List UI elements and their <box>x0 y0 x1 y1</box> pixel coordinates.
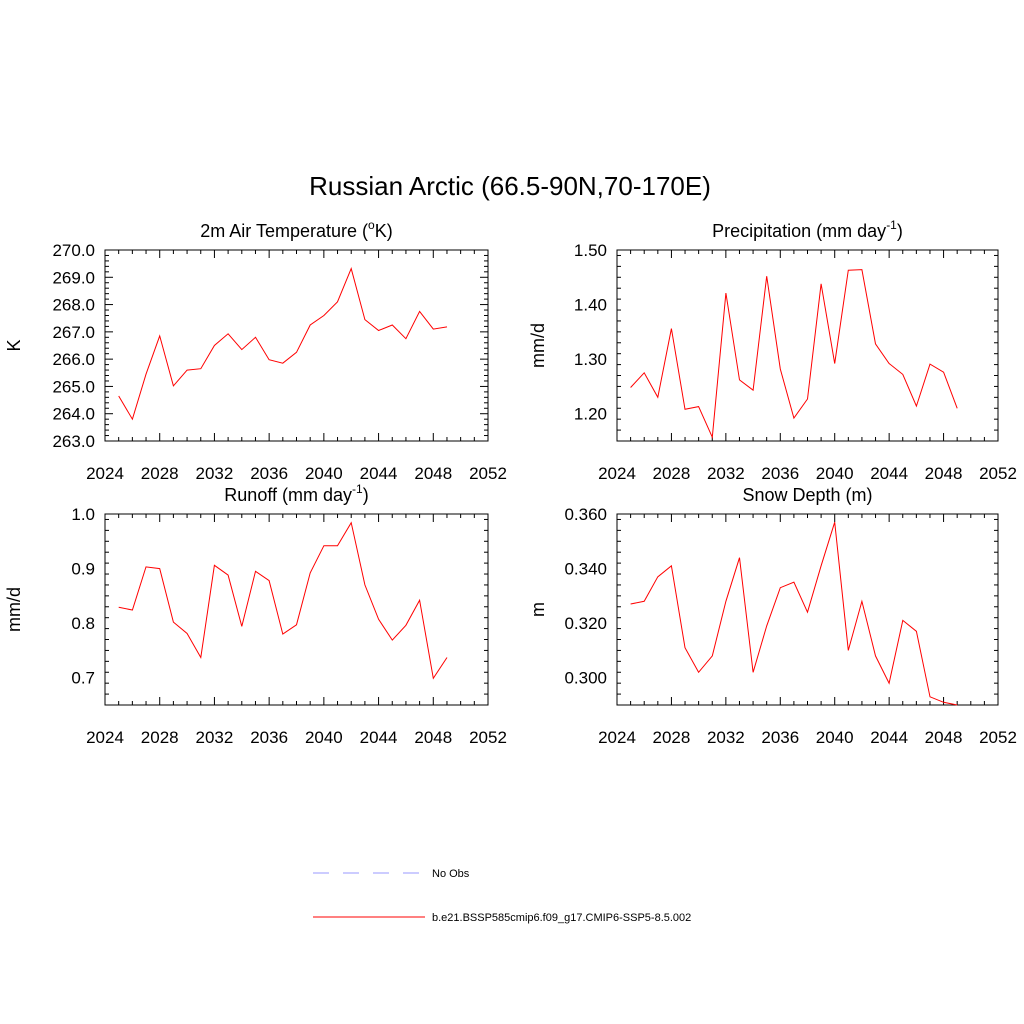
x-tick-label: 2044 <box>870 464 908 483</box>
x-tick-label: 2024 <box>86 464 124 483</box>
panel-air-temperature: 2024 2028 2032 2036 2040 2044 2048 2052 263.0 264… <box>4 218 507 483</box>
legend-entry-obs: No Obs <box>313 868 470 880</box>
x-tick-label: 2040 <box>305 464 343 483</box>
panel-precipitation: 2024 2028 2032 2036 2040 2044 2048 2052 1.20 1.30… <box>528 218 1017 483</box>
x-tick-label: 2032 <box>707 728 745 747</box>
y-tick-label: 1.50 <box>574 241 607 260</box>
x-tick-label: 2036 <box>250 728 288 747</box>
y-tick-label: 0.9 <box>71 560 95 579</box>
y-tick-label: 1.0 <box>71 505 95 524</box>
series-line <box>630 269 958 440</box>
x-tick-label: 2036 <box>250 464 288 483</box>
y-tick-label: 0.7 <box>71 669 95 688</box>
y-axis-label: K <box>4 339 24 351</box>
y-tick-label: 0.340 <box>564 560 607 579</box>
legend-label-model: b.e21.BSSP585cmip6.f09_g17.CMIP6-SSP5-8.… <box>432 912 691 924</box>
plot-frame <box>616 513 999 706</box>
x-tick-label: 2028 <box>653 728 691 747</box>
y-tick-label: 263.0 <box>52 432 95 451</box>
x-tick-label: 2040 <box>816 464 854 483</box>
y-tick-label: 1.40 <box>574 296 607 315</box>
x-tick-label: 2032 <box>707 464 745 483</box>
x-tick-label: 2052 <box>979 728 1017 747</box>
y-tick-label: 0.320 <box>564 614 607 633</box>
y-tick-label: 0.360 <box>564 505 607 524</box>
x-tick-label: 2040 <box>305 728 343 747</box>
plot-frame <box>104 513 489 706</box>
series-line <box>630 522 958 706</box>
y-tick-label: 269.0 <box>52 268 95 287</box>
x-tick-label: 2052 <box>979 464 1017 483</box>
panel-runoff: 2024 2028 2032 2036 2040 2044 2048 2052 0.7 0.8 0.… <box>4 482 507 747</box>
figure-title: Russian Arctic (66.5-90N,70-170E) <box>309 171 711 201</box>
x-tick-label: 2024 <box>86 728 124 747</box>
y-tick-label: 0.8 <box>71 614 95 633</box>
x-tick-label: 2032 <box>196 464 234 483</box>
x-tick-label: 2048 <box>925 728 963 747</box>
panel-title: 2m Air Temperature (oK) <box>200 218 392 241</box>
y-tick-label: 264.0 <box>52 405 95 424</box>
panel-title: Snow Depth (m) <box>742 485 872 505</box>
y-axis-label: m <box>528 602 548 617</box>
panels: 2024 2028 2032 2036 2040 2044 2048 2052 263.0 264… <box>4 218 1017 747</box>
panel-title: Runoff (mm day-1) <box>224 482 368 505</box>
x-tick-label: 2044 <box>360 728 398 747</box>
x-tick-label: 2044 <box>360 464 398 483</box>
x-tick-label: 2048 <box>414 728 452 747</box>
x-tick-label: 2052 <box>469 728 507 747</box>
x-tick-label: 2048 <box>925 464 963 483</box>
y-tick-label: 270.0 <box>52 241 95 260</box>
y-tick-label: 267.0 <box>52 323 95 342</box>
y-tick-label: 1.30 <box>574 350 607 369</box>
y-tick-label: 266.0 <box>52 350 95 369</box>
x-tick-label: 2028 <box>141 728 179 747</box>
y-tick-label: 265.0 <box>52 377 95 396</box>
series-line <box>118 521 448 680</box>
x-tick-label: 2040 <box>816 728 854 747</box>
x-tick-label: 2024 <box>598 464 636 483</box>
series-line <box>118 267 448 421</box>
legend: No Obs b.e21.BSSP585cmip6.f09_g17.CMIP6-… <box>313 868 691 924</box>
y-tick-label: 268.0 <box>52 296 95 315</box>
x-tick-label: 2036 <box>761 728 799 747</box>
x-tick-label: 2024 <box>598 728 636 747</box>
legend-label-obs: No Obs <box>432 868 470 880</box>
y-tick-label: 1.20 <box>574 405 607 424</box>
x-tick-label: 2028 <box>653 464 691 483</box>
y-axis-label: mm/d <box>528 323 548 368</box>
x-tick-label: 2032 <box>196 728 234 747</box>
x-tick-label: 2044 <box>870 728 908 747</box>
x-tick-label: 2052 <box>469 464 507 483</box>
x-tick-label: 2028 <box>141 464 179 483</box>
panel-title: Precipitation (mm day-1) <box>712 218 903 241</box>
x-tick-label: 2036 <box>761 464 799 483</box>
legend-entry-model: b.e21.BSSP585cmip6.f09_g17.CMIP6-SSP5-8.… <box>313 912 691 924</box>
y-axis-label: mm/d <box>4 587 24 632</box>
panel-snow-depth: 2024 2028 2032 2036 2040 2044 2048 2052 0.300 0.3… <box>528 485 1017 747</box>
y-tick-label: 0.300 <box>564 669 607 688</box>
x-tick-label: 2048 <box>414 464 452 483</box>
